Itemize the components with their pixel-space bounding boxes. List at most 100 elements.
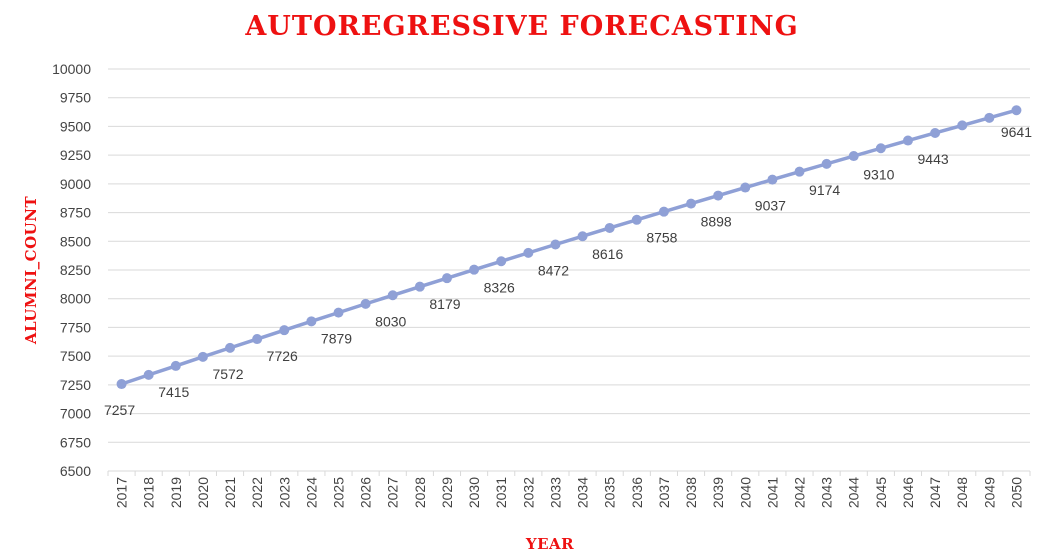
y-tick-label-7250: 7250 xyxy=(60,377,91,393)
data-point-2047 xyxy=(930,127,941,138)
y-tick-label-9500: 9500 xyxy=(60,118,91,134)
series-alumni-count xyxy=(116,105,1022,390)
x-tick-label-2032: 2032 xyxy=(520,477,536,508)
x-tick-label-2033: 2033 xyxy=(547,477,563,508)
data-point-2039 xyxy=(713,190,724,201)
data-point-2031 xyxy=(496,256,507,267)
y-tick-label-6750: 6750 xyxy=(60,434,91,450)
x-tick-label-2018: 2018 xyxy=(141,477,157,508)
chart-title: AUTOREGRESSIVE FORECASTING xyxy=(244,11,798,42)
data-label-2039: 8898 xyxy=(701,214,732,230)
data-point-2041 xyxy=(767,174,778,185)
x-tick-label-2043: 2043 xyxy=(819,477,835,508)
x-tick-label-2025: 2025 xyxy=(331,477,347,508)
data-label-2019: 7415 xyxy=(158,384,189,400)
x-tick-label-2048: 2048 xyxy=(954,477,970,508)
data-point-2050 xyxy=(1011,105,1022,116)
x-tick-label-2028: 2028 xyxy=(412,477,428,508)
y-tick-label-8000: 8000 xyxy=(60,291,91,307)
data-point-2023 xyxy=(279,325,290,336)
data-label-2033: 8472 xyxy=(538,263,569,279)
x-tick-label-2037: 2037 xyxy=(656,477,672,508)
y-tick-label-7500: 7500 xyxy=(60,348,91,364)
data-point-2048 xyxy=(957,120,968,131)
x-tick-label-2017: 2017 xyxy=(114,477,130,508)
data-label-2050: 9641 xyxy=(1001,124,1032,140)
y-tick-label-6500: 6500 xyxy=(60,463,91,479)
x-tick-label-2019: 2019 xyxy=(168,477,184,508)
x-axis-ticks: 2017 2018 2019 2020 2021 2022 2023 2024 2025 2026… xyxy=(107,471,1031,508)
data-point-2017 xyxy=(116,379,127,390)
data-point-2045 xyxy=(875,143,886,154)
data-point-2022 xyxy=(252,334,263,345)
data-point-2024 xyxy=(306,316,317,327)
data-point-2035 xyxy=(604,222,615,233)
data-point-2033 xyxy=(550,239,561,250)
x-tick-label-2042: 2042 xyxy=(792,477,808,508)
y-tick-label-9750: 9750 xyxy=(60,90,91,106)
y-tick-label-8250: 8250 xyxy=(60,262,91,278)
data-point-2049 xyxy=(984,112,995,123)
x-tick-label-2045: 2045 xyxy=(873,477,889,508)
x-tick-label-2020: 2020 xyxy=(195,477,211,508)
y-tick-label-10000: 10000 xyxy=(52,61,91,77)
data-labels: 7257 7415 7572 7726 7879 8030 8179 8326 8472 8616… xyxy=(104,124,1032,418)
data-label-2029: 8179 xyxy=(429,296,460,312)
data-point-2020 xyxy=(197,351,208,362)
y-tick-label-7750: 7750 xyxy=(60,319,91,335)
data-point-2027 xyxy=(387,290,398,301)
data-point-2030 xyxy=(469,264,480,275)
data-label-2027: 8030 xyxy=(375,313,406,329)
series-line xyxy=(119,108,1019,386)
x-tick-label-2029: 2029 xyxy=(439,477,455,508)
y-tick-label-9250: 9250 xyxy=(60,147,91,163)
data-point-2038 xyxy=(686,198,697,209)
data-label-2043: 9174 xyxy=(809,182,840,198)
data-label-2031: 8326 xyxy=(484,279,515,295)
data-point-2040 xyxy=(740,182,751,193)
x-tick-label-2039: 2039 xyxy=(710,477,726,508)
y-tick-label-8500: 8500 xyxy=(60,233,91,249)
data-point-2029 xyxy=(441,273,452,284)
x-tick-label-2023: 2023 xyxy=(276,477,292,508)
data-label-2045: 9310 xyxy=(863,166,894,182)
x-tick-label-2044: 2044 xyxy=(846,477,862,508)
x-tick-label-2026: 2026 xyxy=(358,477,374,508)
data-point-2037 xyxy=(658,206,669,217)
y-tick-label-7000: 7000 xyxy=(60,406,91,422)
y-tick-label-9000: 9000 xyxy=(60,176,91,192)
data-label-2041: 9037 xyxy=(755,198,786,214)
data-label-2037: 8758 xyxy=(646,230,677,246)
x-tick-label-2035: 2035 xyxy=(602,477,618,508)
data-point-2028 xyxy=(414,281,425,292)
x-tick-label-2024: 2024 xyxy=(303,477,319,508)
data-point-2032 xyxy=(523,247,534,258)
x-tick-label-2041: 2041 xyxy=(764,477,780,508)
x-tick-label-2047: 2047 xyxy=(927,477,943,508)
data-point-2043 xyxy=(821,158,832,169)
data-point-2036 xyxy=(631,214,642,225)
data-point-2042 xyxy=(794,166,805,177)
x-tick-label-2046: 2046 xyxy=(900,477,916,508)
data-label-2025: 7879 xyxy=(321,331,352,347)
gridlines xyxy=(108,68,1030,472)
x-tick-label-2034: 2034 xyxy=(575,477,591,508)
x-tick-label-2050: 2050 xyxy=(1008,477,1024,508)
data-label-2023: 7726 xyxy=(267,348,298,364)
x-tick-label-2031: 2031 xyxy=(493,477,509,508)
y-axis-ticks: 6500 6750 7000 7250 7500 7750 8000 8250 8500 8750… xyxy=(52,61,91,479)
y-tick-label-8750: 8750 xyxy=(60,205,91,221)
y-axis-title: ALUMNI_COUNT xyxy=(22,196,40,346)
data-point-2044 xyxy=(848,151,859,162)
x-tick-label-2027: 2027 xyxy=(385,477,401,508)
data-point-2046 xyxy=(902,135,913,146)
data-label-2035: 8616 xyxy=(592,246,623,262)
x-tick-label-2040: 2040 xyxy=(737,477,753,508)
data-point-2025 xyxy=(333,307,344,318)
data-point-2019 xyxy=(170,360,181,371)
data-label-2017: 7257 xyxy=(104,402,135,418)
x-tick-label-2022: 2022 xyxy=(249,477,265,508)
x-tick-label-2030: 2030 xyxy=(466,477,482,508)
